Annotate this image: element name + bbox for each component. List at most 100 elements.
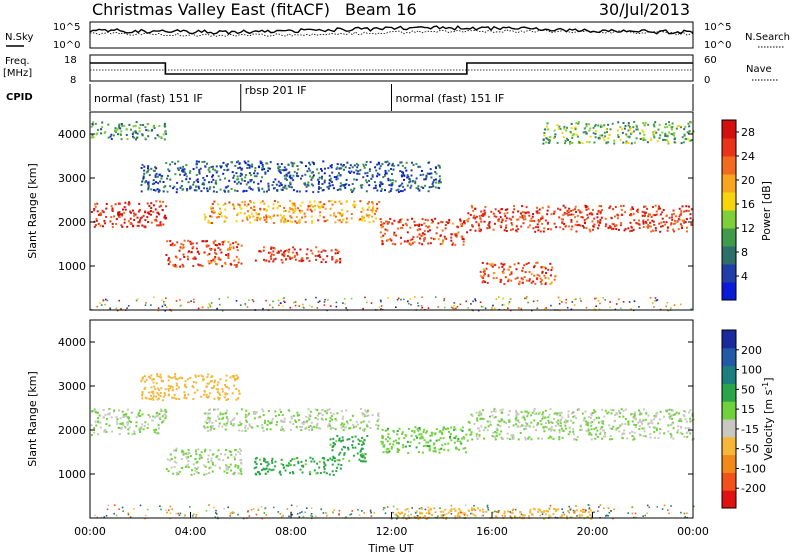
- heatmap-cell: [304, 183, 307, 186]
- heatmap-cell: [264, 419, 266, 422]
- heatmap-cell: [97, 128, 99, 131]
- heatmap-cell: [227, 418, 230, 421]
- heatmap-cell: [642, 419, 645, 422]
- heatmap-cell: [521, 281, 524, 284]
- heatmap-cell: [571, 141, 574, 144]
- heatmap-cell: [439, 507, 441, 509]
- heatmap-cell: [200, 456, 203, 459]
- heatmap-cell: [429, 507, 432, 510]
- heatmap-cell: [147, 135, 150, 138]
- heatmap-cell: [261, 187, 264, 190]
- heatmap-cell: [430, 172, 433, 175]
- heatmap-cell: [643, 408, 645, 411]
- heatmap-cell: [119, 132, 122, 135]
- heatmap-cell: [658, 432, 661, 435]
- heatmap-cell: [509, 511, 511, 513]
- heatmap-cell: [368, 206, 371, 209]
- heatmap-cell: [409, 226, 412, 229]
- heatmap-cell: [187, 301, 189, 304]
- heatmap-cell: [135, 421, 138, 424]
- heatmap-cell: [559, 299, 561, 302]
- heatmap-cell: [309, 424, 312, 427]
- heatmap-cell: [343, 453, 346, 456]
- heatmap-cell: [316, 178, 319, 181]
- heatmap-cell: [235, 172, 238, 175]
- heatmap-cell: [300, 260, 303, 263]
- heatmap-cell: [145, 302, 147, 304]
- heatmap-cell: [659, 418, 661, 421]
- heatmap-cell: [668, 512, 670, 515]
- heatmap-cell: [483, 418, 486, 420]
- heatmap-cell: [499, 280, 502, 283]
- heatmap-cell: [336, 412, 339, 415]
- heatmap-cell: [493, 222, 496, 225]
- heatmap-cell: [322, 418, 324, 421]
- heatmap-cell: [264, 171, 267, 174]
- heatmap-cell: [627, 129, 630, 132]
- heatmap-cell: [261, 168, 264, 171]
- heatmap-cell: [654, 121, 657, 124]
- heatmap-cell: [281, 169, 284, 171]
- heatmap-cell: [476, 507, 479, 510]
- heatmap-cell: [141, 224, 144, 227]
- heatmap-cell: [515, 225, 518, 228]
- heatmap-cell: [263, 512, 266, 514]
- heatmap-cell: [341, 436, 344, 439]
- heatmap-cell: [673, 132, 676, 135]
- heatmap-cell: [338, 514, 340, 516]
- heatmap-cell: [144, 126, 147, 129]
- heatmap-cell: [259, 201, 262, 204]
- heatmap-cell: [198, 457, 201, 460]
- heatmap-cell: [442, 427, 445, 430]
- heatmap-cell: [419, 437, 422, 440]
- heatmap-cell: [154, 174, 157, 177]
- heatmap-cell: [139, 217, 142, 220]
- heatmap-cell: [486, 227, 489, 230]
- heatmap-cell: [135, 425, 138, 428]
- heatmap-cell: [138, 127, 141, 130]
- heatmap-cell: [632, 208, 635, 210]
- heatmap-cell: [166, 511, 168, 514]
- heatmap-cell: [310, 178, 313, 181]
- heatmap-cell: [171, 242, 174, 245]
- heatmap-cell: [486, 420, 489, 423]
- heatmap-cell: [127, 408, 129, 411]
- heatmap-cell: [524, 218, 527, 221]
- heatmap-cell: [423, 233, 426, 236]
- heatmap-cell: [461, 511, 464, 514]
- heatmap-cell: [393, 219, 396, 222]
- heatmap-cell: [471, 206, 474, 209]
- heatmap-cell: [578, 141, 581, 144]
- heatmap-cell: [253, 508, 255, 510]
- heatmap-cell: [549, 282, 552, 285]
- heatmap-cell: [547, 419, 550, 422]
- heatmap-cell: [510, 271, 513, 274]
- heatmap-cell: [430, 237, 433, 240]
- heatmap-cell: [400, 236, 402, 239]
- heatmap-cell: [649, 296, 652, 299]
- velocity-colorbar-label-text: Velocity [m s: [762, 389, 775, 460]
- heatmap-cell: [535, 226, 537, 229]
- heatmap-cell: [649, 433, 652, 436]
- heatmap-cell: [372, 205, 375, 208]
- heatmap-cell: [95, 424, 98, 427]
- heatmap-cell: [382, 441, 384, 444]
- heatmap-cell: [131, 433, 134, 436]
- heatmap-cell: [129, 222, 132, 225]
- heatmap-cell: [571, 412, 573, 415]
- heatmap-cell: [487, 275, 490, 278]
- heatmap-cell: [604, 225, 607, 228]
- heatmap-cell: [316, 307, 319, 309]
- colorbar-swatch: [722, 228, 736, 247]
- heatmap-cell: [361, 184, 364, 186]
- heatmap-cell: [330, 177, 332, 180]
- heatmap-cell: [525, 206, 528, 209]
- heatmap-cell: [195, 515, 197, 518]
- heatmap-cell: [524, 212, 527, 214]
- heatmap-cell: [386, 229, 389, 232]
- heatmap-cell: [308, 470, 311, 473]
- heatmap-cell: [210, 459, 213, 462]
- heatmap-cell: [356, 166, 359, 169]
